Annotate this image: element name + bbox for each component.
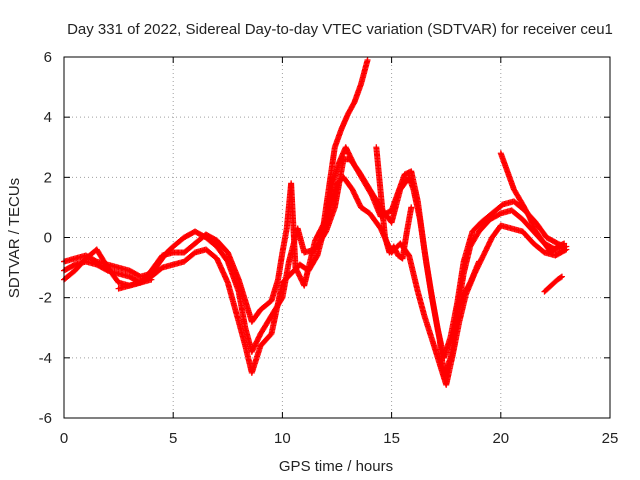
x-tick-label: 0	[60, 430, 68, 447]
data-point	[475, 258, 482, 265]
data-point	[558, 273, 565, 280]
x-tick-label: 15	[383, 430, 400, 447]
series-track-e	[373, 144, 415, 262]
data-point	[557, 274, 564, 281]
y-tick-label: 6	[44, 49, 52, 66]
y-tick-label: -6	[39, 410, 52, 427]
y-tick-label: 0	[44, 230, 52, 247]
series-track-h	[115, 276, 155, 292]
data-point	[148, 276, 155, 283]
data-marks	[61, 57, 570, 388]
x-tick-label: 10	[274, 430, 291, 447]
y-tick-label: 4	[44, 109, 52, 126]
series-track-g	[541, 273, 565, 295]
series-track-i	[454, 258, 482, 313]
y-axis-label: SDTVAR / TECUs	[6, 178, 23, 298]
series-track-f	[497, 150, 568, 256]
data-point	[364, 57, 371, 64]
data-point	[563, 246, 570, 253]
x-tick-label: 20	[492, 430, 509, 447]
x-axis-label: GPS time / hours	[279, 458, 393, 475]
y-tick-label: 2	[44, 169, 52, 186]
chart-title: Day 331 of 2022, Sidereal Day-to-day VTE…	[67, 21, 613, 38]
x-tick-label: 5	[169, 430, 177, 447]
y-tick-label: -2	[39, 290, 52, 307]
series-track-d	[318, 57, 371, 241]
x-tick-label: 25	[602, 430, 619, 447]
y-tick-label: -4	[39, 350, 52, 367]
axis-ticks: 0 5 10 15 20 25 -6 -4 -2 0 2 4 6	[39, 49, 619, 447]
data-point	[561, 240, 568, 247]
data-point	[408, 204, 415, 211]
data-point	[562, 247, 569, 254]
